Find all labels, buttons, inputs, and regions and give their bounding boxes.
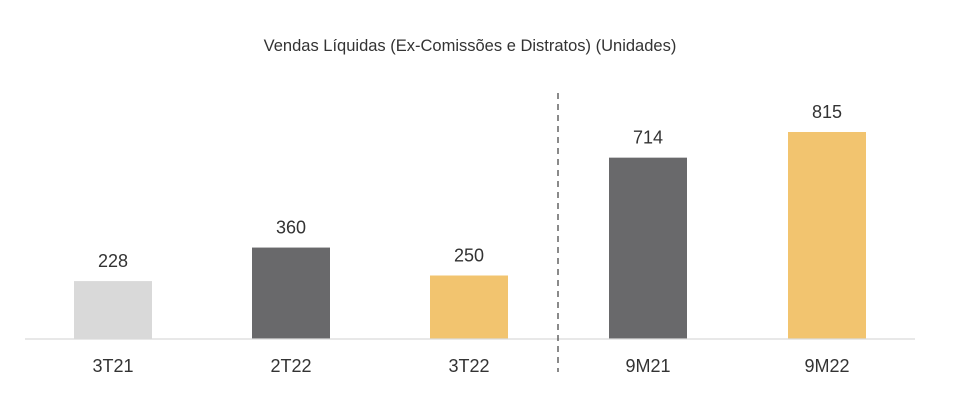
bar-9m21 (609, 157, 687, 339)
x-tick-label-9m21: 9M21 (625, 356, 670, 376)
value-label-9m22: 815 (812, 102, 842, 122)
value-label-2t22: 360 (276, 218, 306, 238)
value-label-3t21: 228 (98, 251, 128, 271)
bar-3t21 (74, 281, 152, 339)
value-label-3t22: 250 (454, 246, 484, 266)
bar-9m22 (788, 132, 866, 339)
bar-2t22 (252, 247, 330, 339)
x-tick-label-9m22: 9M22 (804, 356, 849, 376)
bar-3t22 (430, 275, 508, 339)
value-label-9m21: 714 (633, 128, 663, 148)
bars-layer: 228 3T21 360 2T22 250 3T22 714 9M21 815 9M22 (74, 102, 866, 376)
x-tick-label-2t22: 2T22 (270, 356, 311, 376)
chart-title: Vendas Líquidas (Ex-Comissões e Distrato… (264, 37, 677, 55)
x-tick-label-3t22: 3T22 (448, 356, 489, 376)
x-tick-label-3t21: 3T21 (92, 356, 133, 376)
